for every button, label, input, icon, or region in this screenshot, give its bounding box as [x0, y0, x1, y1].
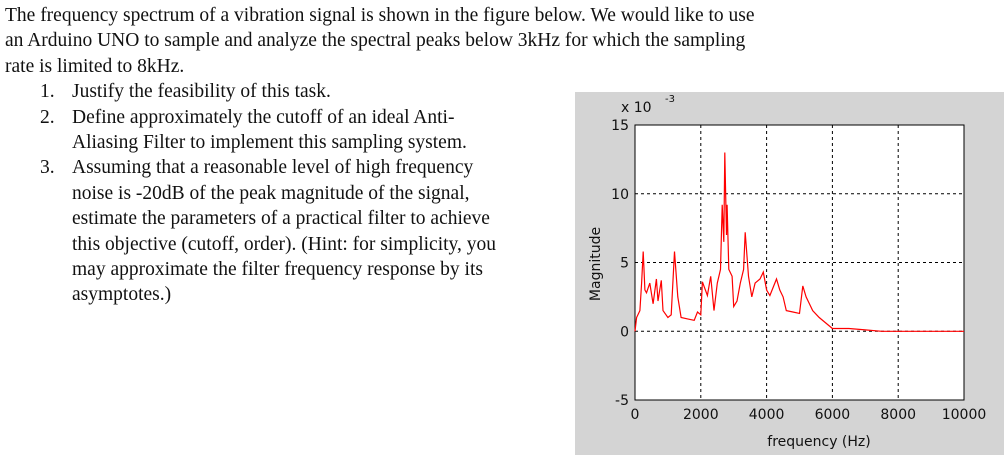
x-tick-label: 4000: [749, 407, 785, 423]
y-multiplier: x 10: [621, 100, 652, 116]
y-multiplier-exp: -3: [665, 94, 675, 105]
y-tick-label: 15: [611, 118, 629, 134]
y-axis-label: Magnitude: [588, 227, 604, 301]
y-tick-label: 5: [620, 256, 629, 272]
x-axis-label: frequency (Hz): [767, 434, 870, 450]
x-tick-label: 8000: [880, 407, 916, 423]
question-line: Aliasing Filter to implement this sampli…: [72, 132, 467, 153]
question-line: Justify the feasibility of this task.: [72, 81, 331, 103]
question-line: Define approximately the cutoff of an id…: [72, 106, 455, 128]
question-number: 1.: [40, 81, 55, 103]
question-line: estimate the parameters of a practical f…: [72, 208, 490, 230]
spectrum-line: [634, 152, 964, 332]
question-line: noise is -20dB of the peak magnitude of …: [72, 182, 470, 204]
question-line: asymptotes.): [72, 284, 172, 306]
question-line: this objective (cutoff, order). (Hint: f…: [72, 233, 497, 255]
intro-line: rate is limited to 8kHz.: [5, 55, 185, 77]
intro-line: The frequency spectrum of a vibration si…: [5, 5, 755, 26]
spectrum-figure: x 10 -3 Magnitude 0 2000 4000 6000 8000 10000…: [575, 92, 1004, 455]
y-tick-label: 0: [620, 324, 629, 340]
question-number: 2.: [40, 106, 55, 128]
question-line: Assuming that a reasonable level of high…: [72, 157, 474, 179]
x-tick-label: 10000: [942, 407, 987, 423]
y-tick-label: 10: [611, 187, 629, 203]
intro-line: an Arduino UNO to sample and analyze the…: [5, 30, 746, 52]
y-tick-label: -5: [615, 393, 629, 409]
question-number: 3.: [40, 157, 55, 179]
x-tick-label: 6000: [815, 407, 851, 423]
x-tick-label: 2000: [683, 407, 719, 423]
plot-frame: [634, 124, 965, 401]
spectrum-chart: x 10 -3 Magnitude 0 2000 4000 6000 8000 10000…: [588, 94, 987, 450]
x-tick-label: 0: [631, 407, 640, 423]
question-line: may approximate the filter frequency res…: [72, 259, 483, 280]
